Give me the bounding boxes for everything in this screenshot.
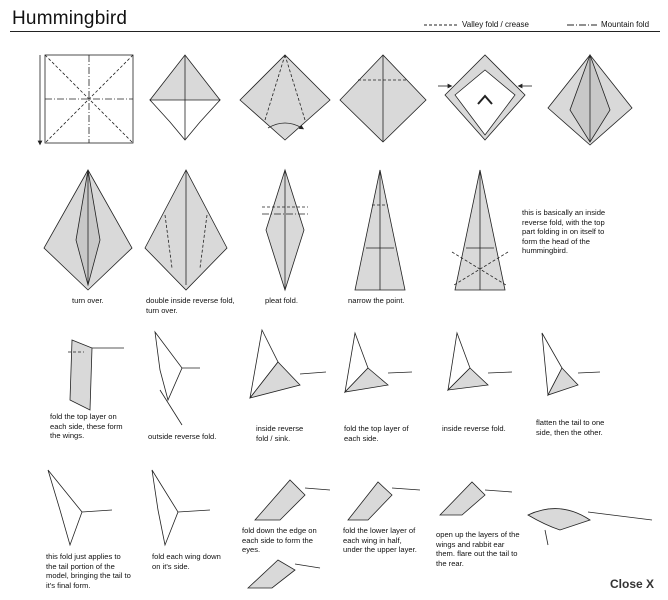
title-rule [10, 31, 660, 32]
step-7-bird-base-turned [43, 169, 133, 291]
step-4-diamond [339, 54, 427, 143]
step-14-reverse-sink [248, 328, 327, 399]
step-21-wing-layers [347, 481, 421, 521]
caption-lower-layer: fold the lower layer of each wing in hal… [343, 526, 417, 555]
caption-wings: fold the top layer on each side, these f… [50, 412, 123, 441]
caption-open-layers: open up the layers of the wings and rabb… [436, 530, 520, 568]
legend-mountain-label: Mountain fold [601, 20, 650, 29]
caption-narrow: narrow the point. [348, 296, 405, 305]
caption-head-note: this is basically an inside reverse fold… [522, 208, 606, 256]
caption-outside-reverse: outside reverse fold. [148, 432, 217, 441]
caption-reverse-sink: inside reverse fold / sink. [256, 424, 304, 443]
caption-turn-over: turn over. [72, 296, 104, 305]
step-17-flatten-tail [541, 332, 601, 397]
caption-flatten-tail: flatten the tail to one side, then the o… [536, 418, 605, 437]
step-19-wing-down [151, 469, 211, 547]
step-10-narrow [354, 169, 406, 291]
close-button[interactable]: Close X [609, 577, 654, 591]
step-12-bird-side [68, 339, 124, 411]
step-23-finished-hummingbird [527, 508, 653, 546]
caption-tail-fold: this fold just applies to the tail porti… [46, 552, 131, 590]
step-18-tail-form [47, 469, 113, 547]
step-20-eyes [246, 479, 331, 589]
valley-line-icon [424, 24, 458, 25]
caption-pleat: pleat fold. [265, 296, 298, 305]
legend-valley: Valley fold / crease [424, 20, 529, 29]
legend-valley-label: Valley fold / crease [462, 20, 529, 29]
diagram-title: Hummingbird [12, 8, 128, 29]
caption-fold-top-layer: fold the top layer of each side. [344, 424, 409, 443]
step-2-folded-base [149, 54, 221, 141]
step-9-pleat [262, 168, 308, 292]
mountain-line-icon [567, 24, 597, 25]
step-16-inside-reverse [446, 331, 513, 392]
caption-eyes: fold down the edge on each side to form … [242, 526, 317, 555]
step-5-petal-fold [438, 54, 532, 141]
legend-mountain: Mountain fold [567, 20, 649, 29]
step-11-head-fold [451, 169, 509, 291]
caption-wing-down: fold each wing down on it's side. [152, 552, 221, 571]
caption-inside-reverse: inside reverse fold. [442, 424, 506, 433]
step-3-kite-crease [239, 54, 331, 141]
step-22-open-wings [439, 481, 513, 516]
step-6-bird-base [547, 53, 633, 146]
step-13-outside-reverse [154, 330, 200, 426]
step-8-double-reverse [144, 169, 228, 291]
step-15-top-layers [343, 331, 413, 394]
step-1-square-base [37, 54, 134, 146]
caption-double-reverse: double inside reverse fold, turn over. [146, 296, 235, 315]
